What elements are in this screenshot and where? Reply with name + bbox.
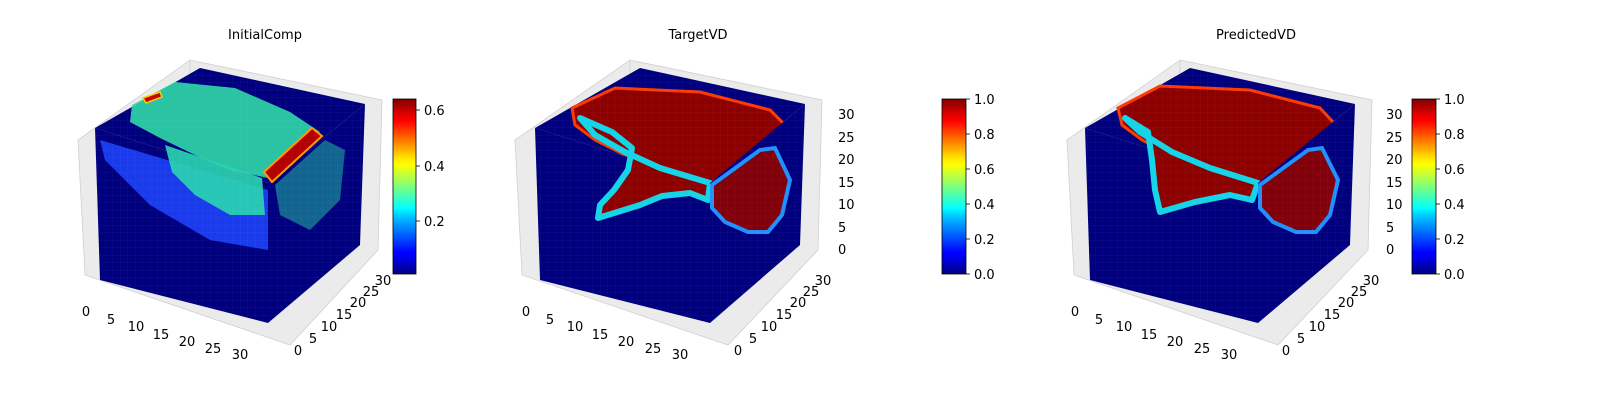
- y-tick-label: 15: [1324, 308, 1341, 323]
- x-tick-label: 10: [567, 320, 584, 335]
- panel-title: InitialComp: [228, 28, 302, 43]
- x-tick-label: 10: [128, 320, 145, 335]
- colorbar: 0.0 0.2 0.4 0.6 0.8 1.0: [941, 93, 995, 283]
- colorbar-tick-label: 0.6: [424, 104, 445, 119]
- colorbar-gradient: [1411, 98, 1437, 275]
- x-tick-label: 30: [232, 348, 249, 363]
- axis-y: 0 5 10 15 20 25 30: [294, 274, 391, 359]
- z-tick-label: 5: [838, 221, 846, 236]
- x-tick-label: 25: [645, 342, 662, 357]
- y-tick-label: 30: [815, 274, 832, 289]
- x-tick-label: 15: [153, 328, 170, 343]
- z-tick-label: 10: [1386, 198, 1403, 213]
- x-tick-label: 0: [522, 305, 530, 320]
- axis-z: 0 5 10 15 20 25 30: [838, 108, 855, 258]
- panel-targetvd: TargetVD 0 5 10 15 20 25 30 0 5: [514, 28, 995, 363]
- y-tick-label: 10: [1309, 320, 1326, 335]
- z-tick-label: 15: [1386, 176, 1403, 191]
- x-tick-label: 5: [1095, 313, 1103, 328]
- y-tick-label: 5: [749, 332, 757, 347]
- z-tick-label: 20: [838, 153, 855, 168]
- axis-x: 0 5 10 15 20 25 30: [1071, 305, 1237, 363]
- y-tick-label: 0: [294, 344, 302, 359]
- colorbar: 0.0 0.2 0.4 0.6 0.8 1.0: [1411, 93, 1465, 283]
- colorbar-tick-label: 0.8: [1444, 128, 1465, 143]
- y-tick-label: 25: [803, 285, 820, 300]
- voxel-cube: [535, 68, 805, 323]
- colorbar-tick-label: 0.0: [1444, 268, 1465, 283]
- y-tick-label: 30: [1363, 274, 1380, 289]
- z-tick-label: 25: [838, 131, 855, 146]
- x-tick-label: 25: [1194, 342, 1211, 357]
- y-tick-label: 15: [336, 308, 353, 323]
- y-tick-label: 0: [734, 344, 742, 359]
- axis-x: 0 5 10 15 20 25 30: [82, 305, 248, 363]
- panel-predictedvd: PredictedVD 0 5 10 15 20 25 30 0: [1066, 28, 1465, 363]
- z-tick-label: 5: [1386, 221, 1394, 236]
- panel-title: PredictedVD: [1216, 28, 1296, 43]
- x-tick-label: 5: [546, 313, 554, 328]
- panel-title: TargetVD: [667, 28, 727, 43]
- x-tick-label: 30: [672, 348, 689, 363]
- x-tick-label: 30: [1221, 348, 1238, 363]
- colorbar-tick-label: 0.2: [974, 233, 995, 248]
- x-tick-label: 15: [1141, 328, 1158, 343]
- axis-y: 0 5 10 15 20 25 30: [1282, 274, 1379, 359]
- y-tick-label: 15: [776, 308, 793, 323]
- axis-z: 0 5 10 15 20 25 30: [1386, 108, 1403, 258]
- z-tick-label: 10: [838, 198, 855, 213]
- axis-y: 0 5 10 15 20 25 30: [734, 274, 831, 359]
- x-tick-label: 10: [1116, 320, 1133, 335]
- z-tick-label: 25: [1386, 131, 1403, 146]
- colorbar-tick-label: 0.4: [424, 160, 445, 175]
- colorbar-gradient: [941, 98, 967, 275]
- z-tick-label: 20: [1386, 153, 1403, 168]
- x-tick-label: 0: [1071, 305, 1079, 320]
- y-tick-label: 10: [761, 320, 778, 335]
- voxel-cube: [1085, 68, 1355, 323]
- z-tick-label: 15: [838, 176, 855, 191]
- y-tick-label: 20: [350, 296, 367, 311]
- x-tick-label: 20: [618, 335, 635, 350]
- y-tick-label: 5: [1297, 332, 1305, 347]
- x-tick-label: 15: [592, 328, 609, 343]
- colorbar-tick-label: 0.2: [1444, 233, 1465, 248]
- x-tick-label: 5: [107, 313, 115, 328]
- z-tick-label: 0: [1386, 243, 1394, 258]
- z-tick-label: 30: [1386, 108, 1403, 123]
- y-tick-label: 30: [375, 274, 392, 289]
- voxel-cube: [95, 68, 365, 323]
- colorbar-tick-label: 1.0: [1444, 93, 1465, 108]
- colorbar-tick-label: 0.0: [974, 268, 995, 283]
- colorbar-tick-label: 0.4: [1444, 198, 1465, 213]
- y-tick-label: 20: [790, 296, 807, 311]
- colorbar-tick-label: 0.4: [974, 198, 995, 213]
- panel-initialcomp: InitialComp 0 5 10: [77, 28, 445, 363]
- x-tick-label: 25: [205, 342, 222, 357]
- x-tick-label: 0: [82, 305, 90, 320]
- y-tick-label: 25: [1351, 285, 1368, 300]
- colorbar: 0.2 0.4 0.6: [392, 98, 445, 275]
- colorbar-tick-label: 1.0: [974, 93, 995, 108]
- colorbar-tick-label: 0.8: [974, 128, 995, 143]
- y-tick-label: 0: [1282, 344, 1290, 359]
- y-tick-label: 25: [363, 285, 380, 300]
- colorbar-tick-label: 0.2: [424, 215, 445, 230]
- x-tick-label: 20: [179, 335, 196, 350]
- z-tick-label: 0: [838, 243, 846, 258]
- colorbar-gradient: [392, 98, 417, 275]
- y-tick-label: 20: [1338, 296, 1355, 311]
- axis-x: 0 5 10 15 20 25 30: [522, 305, 688, 363]
- colorbar-tick-label: 0.6: [1444, 163, 1465, 178]
- z-tick-label: 30: [838, 108, 855, 123]
- colorbar-tick-label: 0.6: [974, 163, 995, 178]
- x-tick-label: 20: [1167, 335, 1184, 350]
- y-tick-label: 10: [321, 320, 338, 335]
- y-tick-label: 5: [309, 332, 317, 347]
